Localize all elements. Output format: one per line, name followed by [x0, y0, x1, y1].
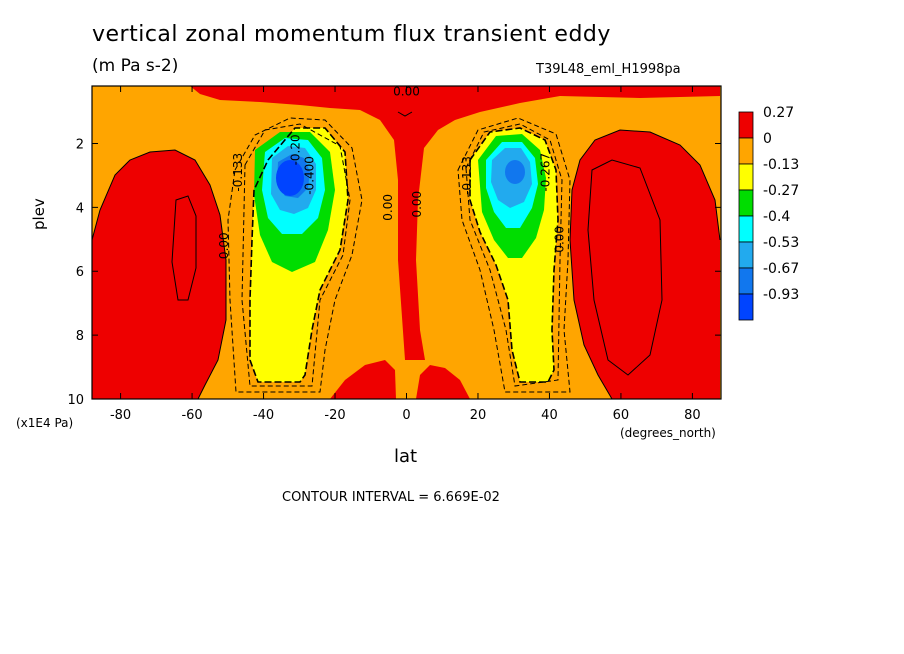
dashed-south-1 — [227, 117, 363, 393]
legend-swatch — [738, 137, 754, 165]
bold-north-lobe — [469, 127, 559, 383]
x-ticks: -80 -60 -40 -20 0 20 40 60 80 — [110, 86, 701, 423]
y-tick-label: 8 — [76, 329, 84, 344]
contour-eq-dip — [397, 111, 413, 117]
contour-south-high — [171, 195, 197, 301]
legend-swatch — [738, 293, 754, 321]
region-north-high — [570, 130, 720, 399]
x-tick-label: 60 — [613, 408, 630, 423]
region-eq-north — [416, 365, 470, 399]
run-id: T39L48_eml_H1998pa — [536, 62, 681, 77]
x-tick-label: -60 — [181, 408, 202, 423]
chart-units: (m Pa s-2) — [92, 56, 179, 76]
contour-south-outline — [92, 149, 227, 399]
y-tick-label: 4 — [76, 201, 84, 216]
x-axis-label: lat — [394, 446, 418, 467]
contour-interval: CONTOUR INTERVAL = 6.669E-02 — [282, 490, 500, 505]
dashed-south-2 — [241, 123, 351, 387]
dashed-north-2 — [465, 123, 563, 387]
legend-label: -0.67 — [763, 261, 799, 277]
legend-label: -0.53 — [763, 235, 799, 251]
legend-label: 0 — [763, 131, 772, 147]
chart-title: vertical zonal momentum flux transient e… — [92, 22, 611, 47]
dashed-contours — [227, 117, 571, 393]
legend-swatch — [738, 267, 754, 295]
legend-swatch — [738, 163, 754, 191]
contour-label: 0.00 — [393, 85, 420, 99]
contour-north-high — [587, 159, 663, 376]
x-tick-label: -20 — [324, 408, 345, 423]
contour-north-outline — [569, 129, 721, 399]
x-axis-unit: (degrees_north) — [620, 426, 716, 440]
x-tick-label: 80 — [684, 408, 701, 423]
contour-label: -0.267 — [538, 153, 552, 192]
dashed-north-1 — [457, 117, 571, 393]
contour-labels: 0.00 -0.133 -0.400-0.20 0.00 0.00 0.00 -0.133 -… — [217, 85, 567, 259]
region-north-core — [505, 160, 525, 184]
y-tick-label: 6 — [76, 265, 84, 280]
legend-label: 0.27 — [763, 105, 794, 121]
legend-swatch — [738, 111, 754, 139]
region-south-high — [92, 150, 226, 399]
contour-label: 0.00 — [410, 191, 424, 218]
legend-label: -0.93 — [763, 287, 799, 303]
x-tick-label: -80 — [110, 408, 131, 423]
y-axis-unit: (x1E4 Pa) — [16, 416, 74, 430]
color-legend: 0.27 0 -0.13 -0.27 -0.4 -0.53 -0.67 -0.93 — [738, 105, 799, 321]
legend-label: -0.27 — [763, 183, 799, 199]
contour-label: -0.133 — [460, 156, 474, 195]
contour-label: -0.400 — [303, 156, 317, 195]
y-tick-label: 10 — [67, 393, 84, 408]
bold-south-lobe — [249, 127, 349, 383]
legend-label: -0.13 — [763, 157, 799, 173]
contour-label: 0.00 — [381, 194, 395, 221]
contour-label: 0.00 — [553, 226, 567, 253]
region-eq-south — [330, 360, 396, 399]
contour-label: 0.00 — [217, 232, 231, 259]
x-tick-label: 40 — [541, 408, 558, 423]
x-tick-label: -40 — [253, 408, 274, 423]
contour-label: -0.20 — [288, 134, 302, 165]
x-tick-label: 0 — [402, 408, 410, 423]
legend-swatch — [738, 189, 754, 217]
x-tick-label: 20 — [470, 408, 487, 423]
y-ticks: 2 4 6 8 10 — [67, 137, 721, 408]
legend-swatch — [738, 215, 754, 243]
contour-label: -0.133 — [231, 153, 245, 192]
bold-dashed-contours — [249, 127, 559, 383]
contour-lines — [92, 111, 721, 399]
legend-swatch — [738, 241, 754, 269]
y-tick-label: 2 — [76, 137, 84, 152]
region-south-core — [276, 160, 304, 196]
filled-contours — [92, 86, 721, 399]
legend-label: -0.4 — [763, 209, 790, 225]
